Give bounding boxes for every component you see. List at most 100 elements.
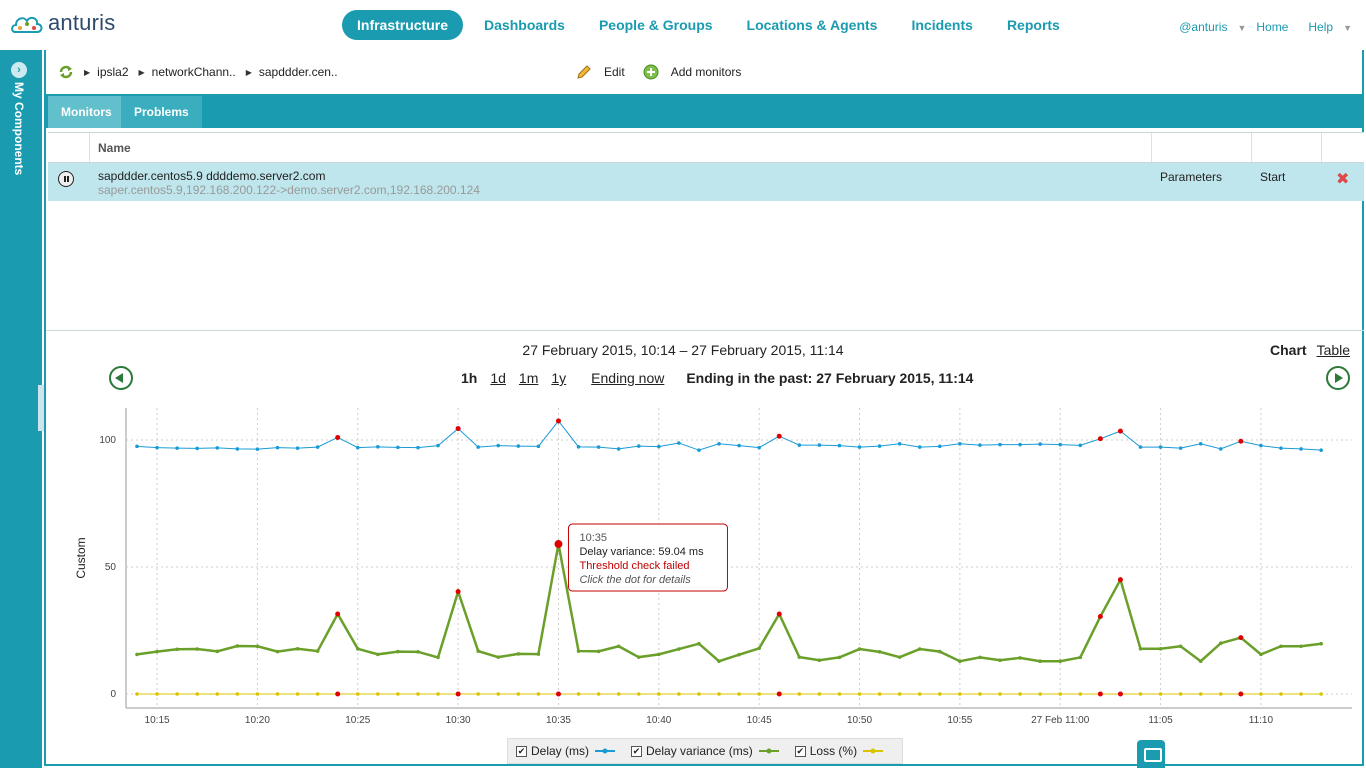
data-point xyxy=(1178,644,1183,649)
tab-problems[interactable]: Problems xyxy=(121,96,202,128)
legend-item-delay[interactable]: ✔ Delay (ms) xyxy=(516,744,616,758)
parameters-link[interactable]: Parameters xyxy=(1160,170,1223,184)
data-point xyxy=(998,692,1002,696)
nav-infrastructure[interactable]: Infrastructure xyxy=(342,10,464,40)
data-point xyxy=(255,447,260,451)
alert-point xyxy=(1097,614,1103,620)
period-1y[interactable]: 1y xyxy=(551,370,567,386)
data-point xyxy=(416,445,420,450)
legend-item-delay-variance[interactable]: ✔ Delay variance (ms) xyxy=(631,744,779,758)
data-point xyxy=(536,652,541,656)
monitor-name: sapddder.centos5.9 ddddemo.server2.com xyxy=(98,169,326,183)
data-point xyxy=(697,448,701,452)
nav-locations-agents[interactable]: Locations & Agents xyxy=(746,17,878,33)
series-line xyxy=(136,420,1322,451)
breadcrumb-item-ipsla2[interactable]: ▶ ipsla2 xyxy=(84,65,129,79)
component-actions: Edit Add monitors xyxy=(576,64,759,80)
anturis-logo[interactable]: anturis xyxy=(10,10,115,36)
x-tick-label: 27 Feb 11:00 xyxy=(1031,715,1090,726)
data-point xyxy=(135,652,139,657)
legend-item-loss[interactable]: ✔ Loss (%) xyxy=(794,744,884,758)
x-tick-label: 10:40 xyxy=(646,715,671,726)
alert-point xyxy=(1117,577,1123,583)
breadcrumb-item-sapddder[interactable]: ▶ sapddder.cen.. xyxy=(246,65,338,79)
breadcrumb: ▶ ipsla2 ▶ networkChann.. ▶ sapddder.cen.. xyxy=(46,50,1364,94)
data-point xyxy=(295,692,300,696)
data-point xyxy=(1299,692,1303,696)
data-point xyxy=(717,659,721,664)
ending-in-past-label[interactable]: Ending in the past: 27 February 2015, 11… xyxy=(686,370,974,386)
table-row[interactable]: sapddder.centos5.9 ddddemo.server2.com s… xyxy=(48,163,1364,201)
legend-label: Delay variance (ms) xyxy=(646,744,753,758)
nav-reports[interactable]: Reports xyxy=(1006,17,1060,33)
alert-point xyxy=(455,691,461,697)
data-point xyxy=(917,445,922,449)
data-point xyxy=(275,649,280,654)
pause-icon[interactable] xyxy=(58,171,74,187)
data-point xyxy=(1198,442,1203,446)
x-tick-label: 10:35 xyxy=(546,715,571,726)
tooltip-line: Delay variance: 59.04 ms xyxy=(579,546,704,558)
nav-dashboards[interactable]: Dashboards xyxy=(484,17,565,33)
data-point xyxy=(1259,652,1263,657)
data-point xyxy=(436,655,440,660)
tab-bar: Monitors Problems xyxy=(46,94,1364,128)
data-point xyxy=(476,692,480,696)
table-view-button[interactable]: Table xyxy=(1316,342,1351,358)
data-point xyxy=(657,444,661,449)
data-point xyxy=(596,445,601,449)
home-link[interactable]: Home xyxy=(1256,20,1289,34)
period-1m[interactable]: 1m xyxy=(518,370,539,386)
header-cell-name[interactable]: Name xyxy=(90,133,1152,162)
data-point xyxy=(1138,692,1143,696)
data-point xyxy=(837,692,842,696)
checkbox-icon: ✔ xyxy=(516,745,527,757)
ending-now-link[interactable]: Ending now xyxy=(591,370,665,386)
nav-people-groups[interactable]: People & Groups xyxy=(598,17,713,33)
y-tick-label: 50 xyxy=(105,562,117,573)
data-point xyxy=(155,445,159,450)
sidebar-resize-handle[interactable] xyxy=(38,385,44,431)
data-point xyxy=(757,646,761,651)
highlighted-point xyxy=(554,540,563,549)
breadcrumb-item-network-channel[interactable]: ▶ networkChann.. xyxy=(139,65,236,79)
chart-range-title: 27 February 2015, 10:14 – 27 February 20… xyxy=(522,342,844,358)
user-menu[interactable]: @anturis ▼ xyxy=(1169,20,1246,34)
feedback-chat-icon[interactable] xyxy=(1137,740,1165,768)
alert-point xyxy=(1097,691,1103,697)
previous-period-button[interactable] xyxy=(109,366,133,390)
period-1h[interactable]: 1h xyxy=(461,370,478,386)
expand-sidebar-icon[interactable]: › xyxy=(11,62,27,78)
add-monitors-button[interactable]: Add monitors xyxy=(643,64,741,80)
next-period-button[interactable] xyxy=(1326,366,1350,390)
start-link[interactable]: Start xyxy=(1260,170,1286,184)
chart-view-button[interactable]: Chart xyxy=(1270,342,1307,358)
data-point xyxy=(355,646,360,651)
data-point xyxy=(376,692,380,696)
tab-monitors[interactable]: Monitors xyxy=(48,96,125,128)
data-point xyxy=(1058,659,1063,664)
period-1d[interactable]: 1d xyxy=(490,370,506,386)
nav-incidents[interactable]: Incidents xyxy=(911,17,973,33)
data-point xyxy=(958,692,962,696)
data-point xyxy=(857,692,862,696)
data-point xyxy=(697,692,701,696)
tooltip-line: Click the dot for details xyxy=(579,574,691,586)
data-point xyxy=(596,649,601,654)
refresh-icon[interactable] xyxy=(58,64,74,80)
edit-button[interactable]: Edit xyxy=(576,64,625,80)
close-icon[interactable]: ✖ xyxy=(1336,171,1350,188)
data-point xyxy=(275,692,280,696)
main-nav: Infrastructure Dashboards People & Group… xyxy=(342,10,1077,40)
help-menu[interactable]: Help ▼ xyxy=(1298,20,1352,34)
delete-cell: ✖ xyxy=(1322,163,1364,201)
data-point xyxy=(516,444,521,448)
data-point xyxy=(195,647,200,651)
data-point xyxy=(978,655,982,660)
caret-right-icon: ▶ xyxy=(245,67,252,77)
data-point xyxy=(175,446,179,450)
alert-point xyxy=(1117,691,1123,697)
alert-point xyxy=(776,691,782,697)
data-point xyxy=(315,692,320,696)
sidebar-title[interactable]: My Components xyxy=(12,82,26,176)
